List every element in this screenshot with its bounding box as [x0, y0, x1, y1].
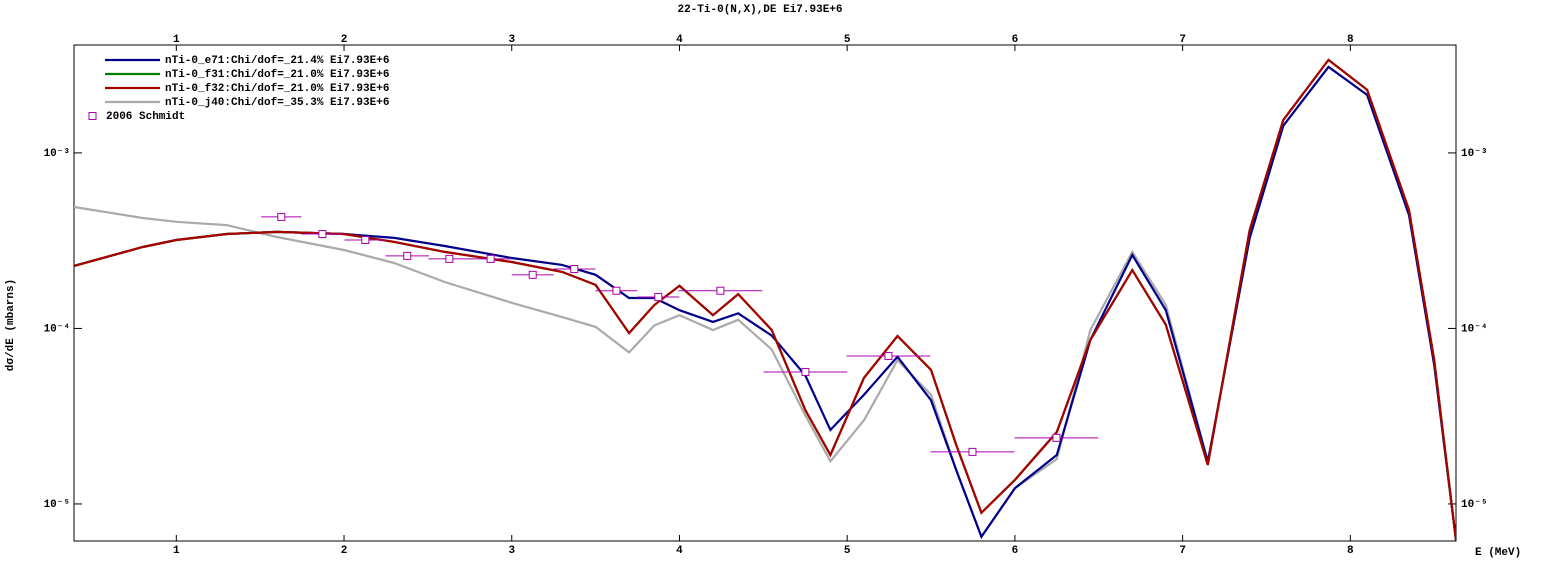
- x-tick-label-top: 1: [173, 34, 180, 46]
- legend-label: nTi-0_e71:Chi/dof=_21.4% Ei7.93E+6: [165, 55, 389, 67]
- y-tick-label: 10⁻⁵: [44, 499, 70, 511]
- x-tick-label: 1: [173, 545, 180, 557]
- data-point: [361, 236, 370, 245]
- x-tick-label: 5: [844, 545, 851, 557]
- x-tick-label-top: 6: [1012, 34, 1019, 46]
- series-line: [74, 65, 1456, 541]
- x-tick-label: 3: [508, 545, 515, 557]
- x-tick-label: 2: [341, 545, 348, 557]
- series-line: [74, 65, 1456, 541]
- data-point: [612, 286, 621, 295]
- x-tick-label: 7: [1179, 545, 1186, 557]
- x-tick-label: 8: [1347, 545, 1354, 557]
- series-line: [74, 58, 1456, 541]
- data-point: [884, 351, 893, 360]
- x-tick-label-top: 8: [1347, 34, 1354, 46]
- data-point: [486, 254, 495, 263]
- x-tick-label-top: 7: [1179, 34, 1186, 46]
- y-tick-label-right: 10⁻³: [1461, 148, 1487, 160]
- y-tick-label: 10⁻⁴: [44, 323, 70, 335]
- data-point: [968, 447, 977, 456]
- legend-marker: [88, 112, 97, 120]
- data-point: [801, 367, 810, 376]
- data-point: [318, 230, 327, 239]
- y-axis-label: dσ/dE (mbarns): [5, 279, 17, 371]
- chart-title: 22-Ti-0(N,X),DE Ei7.93E+6: [677, 4, 842, 16]
- x-tick-label: 6: [1012, 545, 1019, 557]
- data-point: [403, 251, 412, 260]
- legend-label: nTi-0_j40:Chi/dof=_35.3% Ei7.93E+6: [165, 97, 389, 109]
- data-point: [445, 254, 454, 263]
- x-tick-label-top: 2: [341, 34, 348, 46]
- legend-label: nTi-0_f31:Chi/dof=_21.0% Ei7.93E+6: [165, 69, 389, 81]
- data-point: [528, 270, 537, 279]
- data-point: [1052, 433, 1061, 442]
- y-tick-label: 10⁻³: [44, 148, 70, 160]
- data-point: [277, 212, 286, 221]
- plot-frame: [73, 44, 1457, 542]
- series-line: [74, 58, 1456, 541]
- data-point: [716, 286, 725, 295]
- x-tick-label-top: 3: [508, 34, 515, 46]
- legend-label: nTi-0_f32:Chi/dof=_21.0% Ei7.93E+6: [165, 83, 389, 95]
- data-point: [654, 293, 663, 302]
- data-point: [570, 265, 579, 274]
- x-axis-label: E (MeV): [1475, 547, 1521, 559]
- legend-label: 2006 Schmidt: [106, 111, 185, 123]
- x-tick-label: 4: [676, 545, 683, 557]
- x-tick-label-top: 5: [844, 34, 851, 46]
- y-tick-label-right: 10⁻⁵: [1461, 499, 1487, 511]
- x-tick-label-top: 4: [676, 34, 683, 46]
- y-tick-label-right: 10⁻⁴: [1461, 323, 1487, 335]
